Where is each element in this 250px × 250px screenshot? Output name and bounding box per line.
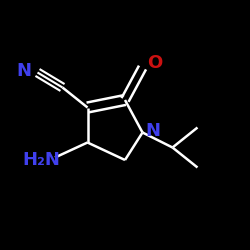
- Text: H₂N: H₂N: [22, 151, 60, 169]
- Text: O: O: [148, 54, 162, 72]
- Text: N: N: [16, 62, 31, 80]
- Text: N: N: [145, 122, 160, 140]
